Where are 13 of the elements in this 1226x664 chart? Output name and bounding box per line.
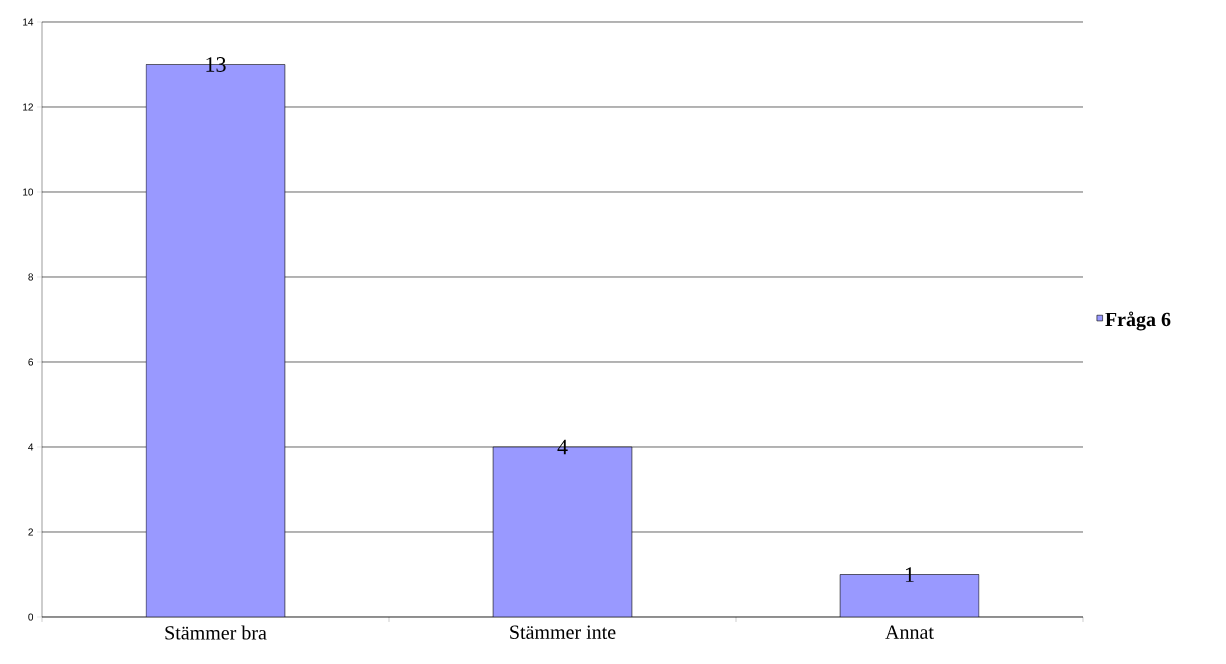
legend-label: Fråga 6 [1105,311,1171,331]
y-tick-label: 8 [28,273,34,281]
y-tick-label: 12 [23,103,33,111]
y-tick-label: 2 [28,528,33,536]
x-tick-label: Stämmer bra [165,625,267,640]
y-tick-label: 6 [28,358,34,366]
x-tick-label: Annat [885,625,934,639]
y-tick-label: 4 [28,443,34,451]
y-tick-label: 14 [23,18,34,26]
y-tick-label: 10 [23,188,34,196]
data-label: 4 [557,439,568,455]
x-tick-label: Stämmer inte [510,625,616,639]
y-tick-label: 0 [28,613,34,621]
